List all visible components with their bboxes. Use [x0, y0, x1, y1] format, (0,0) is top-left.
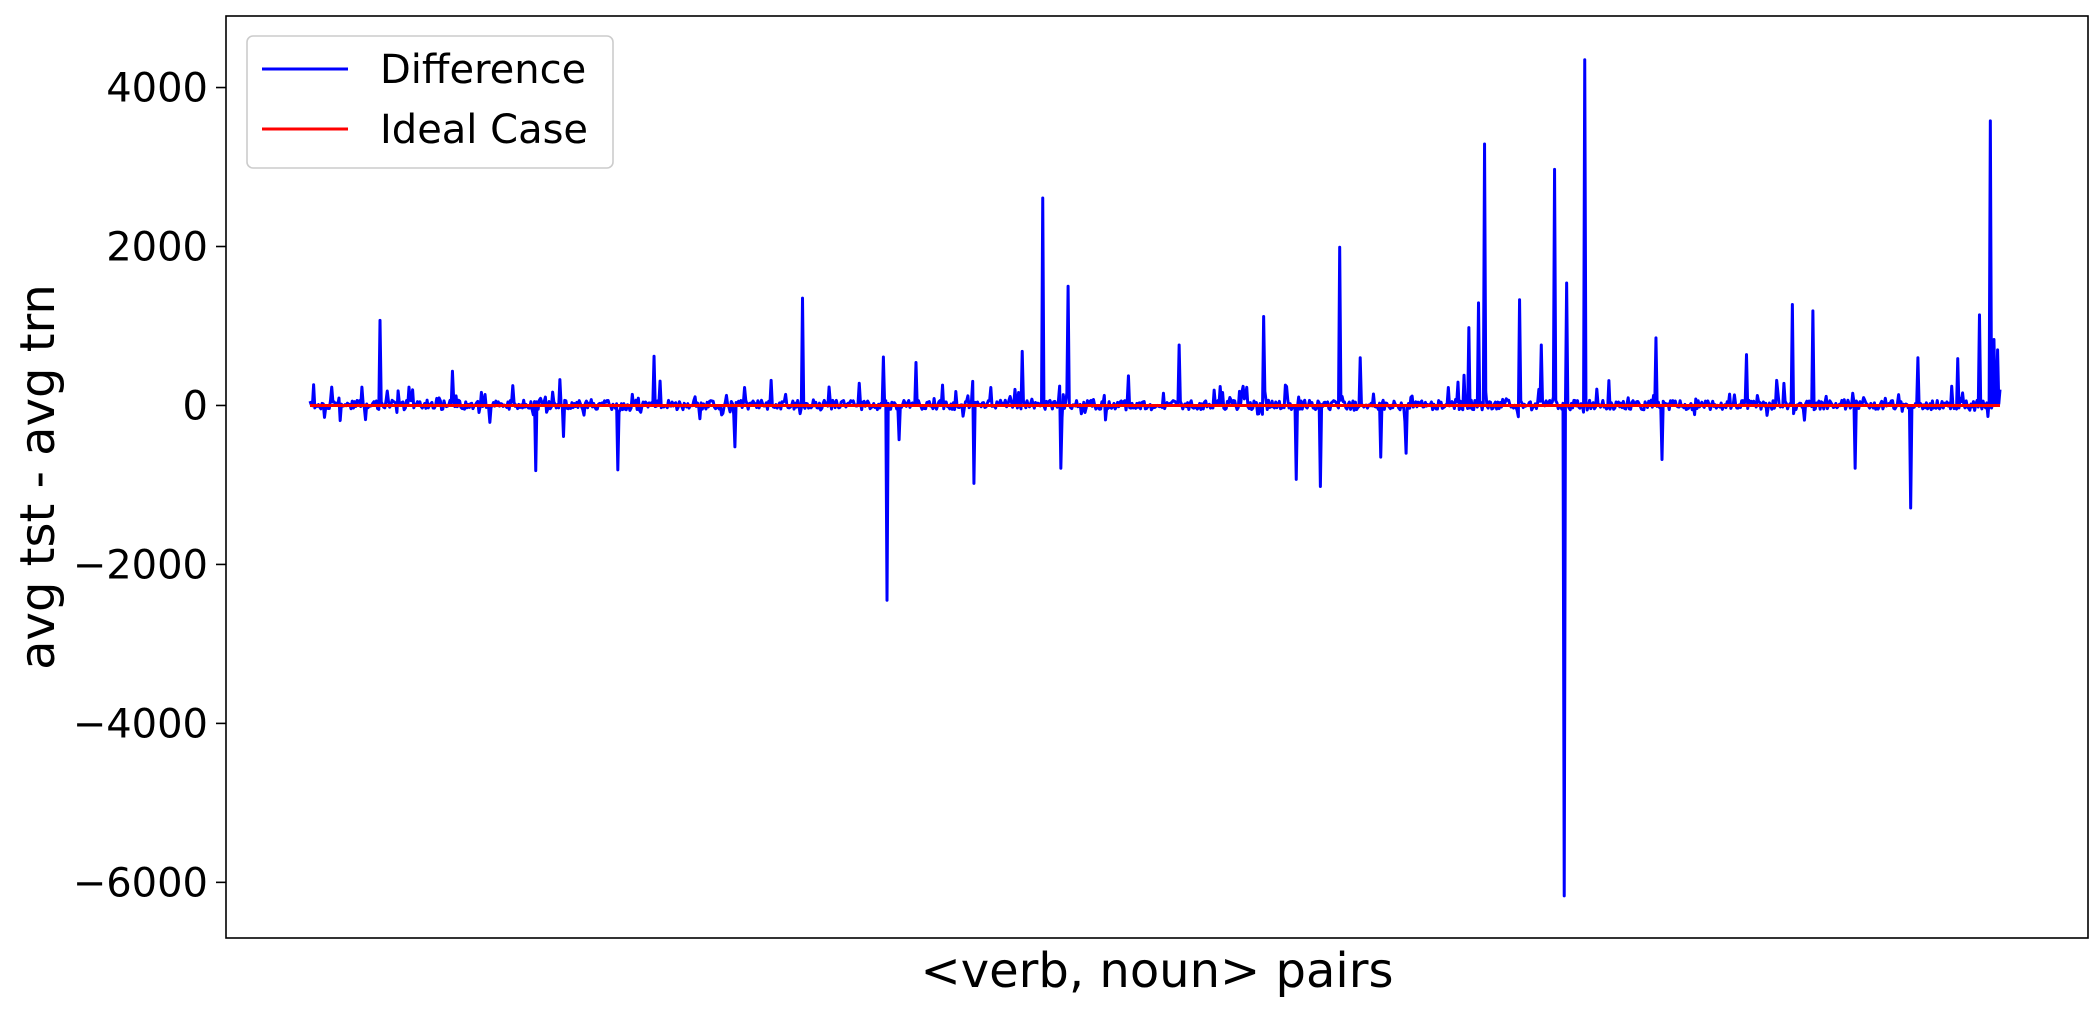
x-axis-title: <verb, noun> pairs — [921, 943, 1394, 999]
y-tick-label: 4000 — [106, 66, 208, 112]
y-tick-label: −4000 — [73, 701, 208, 747]
legend-label-ideal-case: Ideal Case — [380, 107, 588, 153]
legend: Difference Ideal Case — [246, 35, 614, 169]
y-axis-ticks: 4000 2000 0 −2000 −4000 −6000 — [73, 66, 226, 906]
y-tick-label: 2000 — [106, 225, 208, 271]
y-tick-label: −2000 — [73, 542, 208, 588]
y-axis-title: avg tst - avg trn — [10, 284, 66, 670]
plot-frame — [225, 15, 2089, 939]
legend-label-difference: Difference — [380, 47, 586, 93]
y-tick-label: −6000 — [73, 860, 208, 906]
series-layer — [308, 58, 2002, 898]
y-tick-label: 0 — [183, 383, 208, 429]
